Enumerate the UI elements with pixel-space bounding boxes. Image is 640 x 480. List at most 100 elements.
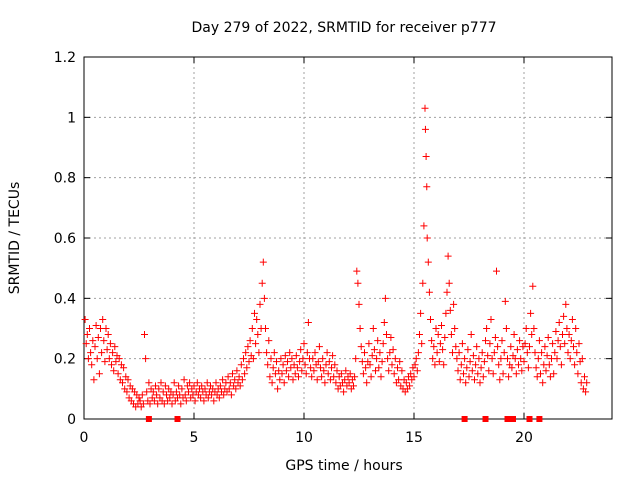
data-point bbox=[150, 397, 158, 405]
data-point bbox=[225, 385, 233, 393]
data-point bbox=[242, 349, 250, 357]
data-point bbox=[435, 358, 443, 366]
data-point bbox=[385, 367, 393, 375]
data-point bbox=[370, 346, 378, 354]
data-point bbox=[552, 328, 560, 336]
data-point bbox=[454, 367, 462, 375]
data-point bbox=[352, 355, 360, 363]
data-point bbox=[102, 325, 110, 332]
data-point bbox=[263, 349, 271, 357]
data-point bbox=[99, 315, 107, 323]
data-point bbox=[233, 367, 241, 375]
data-point bbox=[422, 153, 430, 161]
data-point bbox=[568, 315, 576, 323]
data-point bbox=[262, 325, 269, 332]
data-point bbox=[201, 385, 209, 393]
data-point bbox=[355, 300, 363, 308]
data-point bbox=[375, 364, 383, 372]
data-point bbox=[496, 376, 504, 384]
data-point bbox=[550, 370, 558, 378]
data-point bbox=[380, 318, 388, 326]
data-point bbox=[362, 364, 370, 372]
data-point bbox=[386, 349, 394, 357]
data-point bbox=[289, 376, 297, 384]
data-point bbox=[431, 361, 439, 369]
data-points bbox=[81, 104, 591, 422]
data-point bbox=[314, 358, 322, 366]
data-point bbox=[186, 379, 194, 387]
data-point bbox=[275, 367, 283, 375]
data-point bbox=[286, 349, 294, 357]
data-point bbox=[539, 379, 547, 387]
data-point bbox=[318, 373, 326, 381]
data-point bbox=[527, 309, 535, 317]
data-point bbox=[406, 382, 414, 390]
data-point bbox=[526, 343, 533, 351]
data-point bbox=[572, 325, 580, 332]
data-point bbox=[387, 334, 395, 342]
data-point bbox=[154, 400, 162, 408]
data-point bbox=[475, 355, 483, 363]
data-point bbox=[427, 315, 434, 323]
data-point bbox=[398, 367, 406, 375]
data-point bbox=[489, 370, 497, 378]
data-point bbox=[367, 373, 375, 381]
data-point bbox=[146, 400, 154, 408]
data-point bbox=[418, 340, 426, 348]
data-point bbox=[353, 267, 361, 275]
data-point bbox=[379, 340, 387, 348]
data-point bbox=[319, 355, 327, 363]
data-point bbox=[419, 279, 427, 287]
data-point bbox=[235, 373, 243, 381]
data-point bbox=[373, 355, 381, 363]
data-point bbox=[557, 361, 565, 369]
data-point bbox=[279, 361, 287, 369]
data-point bbox=[529, 282, 537, 290]
data-point bbox=[442, 309, 450, 317]
data-point bbox=[573, 349, 581, 357]
data-point bbox=[276, 376, 284, 384]
data-point bbox=[390, 370, 398, 378]
data-point bbox=[396, 358, 404, 366]
data-point bbox=[522, 325, 530, 332]
data-point bbox=[293, 364, 301, 372]
data-point bbox=[182, 397, 190, 405]
zero-marker bbox=[482, 416, 489, 422]
data-point bbox=[351, 373, 359, 381]
data-point bbox=[507, 343, 515, 351]
data-point bbox=[482, 337, 489, 345]
data-point bbox=[469, 352, 477, 360]
data-point bbox=[425, 288, 433, 296]
data-point bbox=[479, 373, 487, 381]
data-point bbox=[300, 340, 308, 348]
data-point bbox=[266, 373, 274, 381]
data-point bbox=[472, 361, 480, 369]
data-point bbox=[193, 379, 201, 387]
data-point bbox=[466, 358, 474, 366]
data-point bbox=[180, 376, 188, 384]
data-point bbox=[103, 346, 111, 354]
data-point bbox=[560, 312, 568, 320]
chart-title: Day 279 of 2022, SRMTID for receiver p77… bbox=[191, 20, 496, 36]
data-point bbox=[446, 306, 454, 314]
data-point bbox=[155, 385, 163, 393]
zero-marker bbox=[461, 416, 468, 422]
data-point bbox=[120, 364, 128, 372]
axis-ticks: 0 0.2 0.4 0.6 0.8 1 1.2 0 5 10 15 20 bbox=[54, 50, 612, 446]
data-point bbox=[253, 315, 261, 323]
data-point bbox=[456, 376, 464, 384]
data-point bbox=[461, 355, 469, 363]
plot-frame bbox=[83, 56, 613, 420]
data-point bbox=[203, 379, 211, 387]
data-point bbox=[467, 331, 475, 339]
data-point bbox=[518, 367, 526, 375]
data-point bbox=[324, 370, 332, 378]
data-point bbox=[498, 337, 506, 345]
data-point bbox=[204, 394, 212, 402]
data-point bbox=[224, 373, 232, 381]
data-point bbox=[280, 379, 288, 387]
data-point bbox=[428, 337, 436, 345]
data-point bbox=[457, 361, 465, 369]
data-point bbox=[462, 379, 470, 387]
data-point bbox=[244, 343, 252, 351]
